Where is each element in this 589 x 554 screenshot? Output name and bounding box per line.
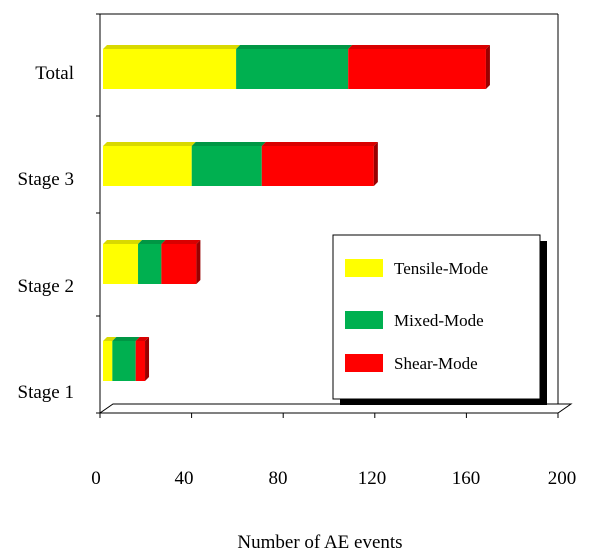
bar-top-shear-mode: [261, 142, 378, 146]
bar-tensile-mode: [103, 49, 237, 89]
bar-mixed-mode: [138, 244, 162, 284]
x-tick-label: 160: [452, 468, 481, 489]
bar-mixed-mode: [112, 341, 136, 381]
bar-top-mixed-mode: [138, 240, 166, 244]
bar-top-tensile-mode: [103, 337, 117, 341]
x-tick-label: 0: [91, 468, 101, 489]
category-labels: Stage 1 Stage 2 Stage 3 Total: [18, 63, 74, 403]
legend-label-shear-mode: Shear-Mode: [394, 354, 478, 373]
bar-shear-mode: [261, 146, 374, 186]
bar-side-shear-mode: [196, 240, 201, 284]
bar-top-mixed-mode: [112, 337, 140, 341]
bar-tensile-mode: [103, 244, 139, 284]
bar-side-shear-mode: [373, 142, 378, 186]
plot-floor: [98, 403, 573, 414]
bar-shear-mode: [135, 341, 146, 381]
x-tick-label: 80: [269, 468, 288, 489]
bar-top-shear-mode: [161, 240, 201, 244]
bar-top-shear-mode: [135, 337, 150, 341]
legend-swatch-shear-mode: [345, 354, 383, 372]
x-axis-ticks: 0 40 80 120 160 200: [91, 413, 576, 489]
bar-top-tensile-mode: [103, 240, 143, 244]
legend-swatch-tensile-mode: [345, 259, 383, 277]
legend-label-tensile-mode: Tensile-Mode: [394, 259, 488, 278]
bar-top-shear-mode: [348, 45, 490, 49]
legend-label-mixed-mode: Mixed-Mode: [394, 311, 484, 330]
x-tick-label: 120: [358, 468, 387, 489]
category-label: Total: [35, 63, 74, 84]
x-axis-label: Number of AE events: [237, 532, 402, 553]
x-tick-label: 40: [175, 468, 194, 489]
bar-side-shear-mode: [485, 45, 490, 89]
bar-top-tensile-mode: [103, 142, 196, 146]
bar-top-mixed-mode: [236, 45, 353, 49]
bar-mixed-mode: [191, 146, 262, 186]
category-label: Stage 1: [18, 382, 74, 403]
category-label: Stage 3: [18, 169, 74, 190]
bars-group: [103, 45, 490, 381]
bar-tensile-mode: [103, 341, 113, 381]
legend-swatch-mixed-mode: [345, 311, 383, 329]
bar-tensile-mode: [103, 146, 192, 186]
bar-top-mixed-mode: [191, 142, 266, 146]
bar-shear-mode: [348, 49, 486, 89]
legend: Tensile-Mode Mixed-Mode Shear-Mode: [332, 234, 547, 405]
bar-shear-mode: [161, 244, 197, 284]
bar-top-tensile-mode: [103, 45, 241, 49]
bar-mixed-mode: [236, 49, 349, 89]
y-axis-ticks: [96, 13, 100, 414]
x-tick-label: 200: [548, 468, 577, 489]
bar-side-shear-mode: [145, 337, 150, 381]
category-label: Stage 2: [18, 276, 74, 297]
